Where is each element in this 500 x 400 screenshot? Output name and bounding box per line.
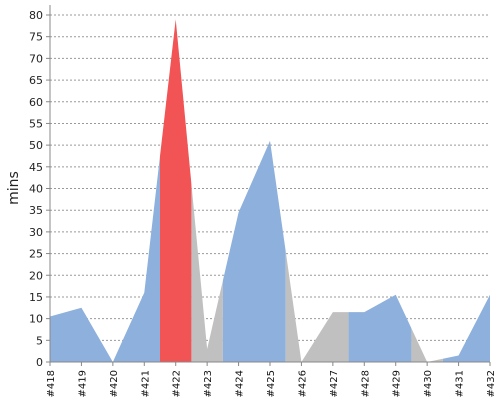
y-tick-label: 30 [29, 226, 43, 239]
y-tick-label: 25 [29, 248, 43, 261]
data-point [79, 306, 83, 310]
data-point [362, 310, 366, 314]
axes [46, 5, 491, 366]
x-tick-label: #421 [140, 370, 151, 397]
area-band-success [348, 19, 412, 362]
y-tick-label: 70 [29, 52, 43, 65]
x-tick-label: #427 [329, 370, 340, 397]
x-tick-label: #428 [360, 370, 371, 397]
y-tick-label: 35 [29, 204, 43, 217]
y-tick-label: 40 [29, 183, 43, 196]
x-tick-label: #432 [486, 370, 497, 397]
x-tick-label: #422 [172, 370, 183, 397]
y-tick-label: 5 [36, 334, 43, 347]
area-band-success [442, 19, 490, 362]
area-band-failed [160, 19, 192, 362]
x-tick-label: #423 [203, 370, 214, 397]
y-tick-label: 50 [29, 139, 43, 152]
data-point [237, 210, 241, 214]
y-tick-label: 15 [29, 291, 43, 304]
area-band-unknown [285, 19, 349, 362]
y-tick-label: 20 [29, 269, 43, 282]
y-tick-label: 0 [36, 356, 43, 369]
y-tick-label: 60 [29, 96, 43, 109]
x-tick-labels: #418 #419 #420 #421 #422 #423 #424 #425 #426 #427… [46, 370, 497, 397]
data-point [457, 353, 461, 357]
data-point [268, 139, 272, 143]
y-tick-label: 75 [29, 31, 43, 44]
data-point [174, 17, 178, 21]
y-tick-label: 55 [29, 117, 43, 130]
x-tick-label: #419 [77, 370, 88, 397]
x-tick-label: #431 [455, 370, 466, 397]
y-axis-title: mins [6, 171, 22, 205]
data-point [394, 293, 398, 297]
x-tick-label: #418 [46, 370, 57, 397]
area-band-unknown [191, 19, 223, 362]
y-tick-label: 10 [29, 313, 43, 326]
x-tick-label: #430 [423, 370, 434, 397]
y-tick-label: 65 [29, 74, 43, 87]
x-tick-label: #429 [392, 370, 403, 397]
x-tick-label: #424 [235, 370, 246, 397]
area-band-success [50, 19, 160, 362]
x-tick-label: #420 [109, 370, 120, 397]
y-tick-label: 80 [29, 9, 43, 22]
area-band-unknown [411, 19, 443, 362]
data-point [205, 347, 209, 351]
area-layer [50, 17, 492, 362]
data-point [488, 293, 492, 297]
area-band-success [222, 19, 286, 362]
data-point [331, 310, 335, 314]
x-tick-label: #426 [297, 370, 308, 397]
data-point [142, 291, 146, 295]
y-tick-labels: 0 5 10 15 20 25 30 35 40 45 50 55 60 65 70 75 80 [29, 9, 43, 369]
x-tick-label: #425 [266, 370, 277, 397]
y-tick-label: 45 [29, 161, 43, 174]
